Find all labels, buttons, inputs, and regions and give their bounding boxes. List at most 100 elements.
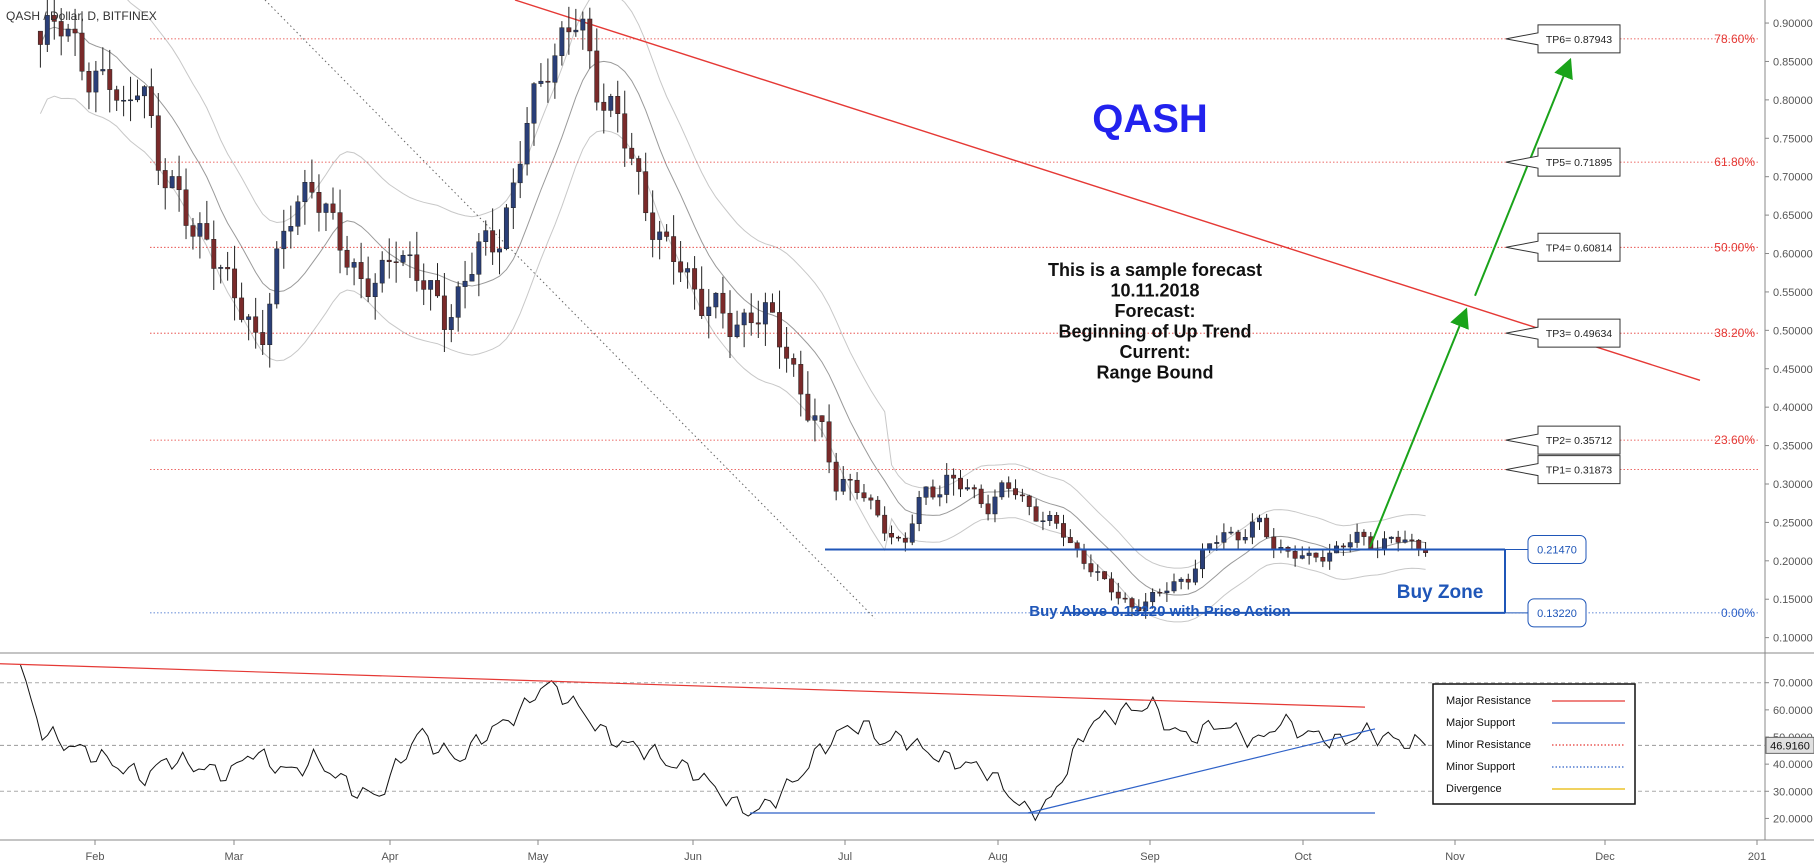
time-tick-label: Oct	[1294, 851, 1311, 863]
candle-body	[239, 297, 245, 320]
candle-body	[65, 28, 71, 37]
time-tick-label: Aug	[988, 851, 1008, 863]
candle-body	[1347, 542, 1353, 548]
candle-body	[246, 316, 252, 320]
fib-label: 78.60%	[1714, 32, 1755, 46]
candle-body	[1327, 552, 1333, 562]
price-tick-label: 0.15000	[1773, 594, 1813, 606]
divergence-guide-line	[264, 0, 876, 619]
candle-body	[114, 89, 120, 101]
candle-body	[1122, 597, 1128, 600]
target-label: TP5= 0.71895	[1546, 157, 1612, 169]
candle-body	[141, 86, 147, 97]
forecast-line: Range Bound	[1097, 363, 1214, 383]
candle-body	[135, 95, 140, 101]
candle-body	[971, 487, 977, 490]
candle-body	[770, 302, 775, 313]
target-label: TP3= 0.49634	[1546, 328, 1612, 340]
zone-lower-price-label: 0.13220	[1537, 608, 1577, 620]
candle-body	[629, 147, 635, 159]
candle-body	[441, 295, 447, 330]
candle-body	[1019, 494, 1025, 497]
candle-body	[1382, 538, 1387, 550]
target-callout	[1505, 232, 1621, 262]
candle-body	[1264, 517, 1270, 538]
candle-body	[840, 478, 846, 492]
fib-levels: 78.60% 61.80% 50.00% 38.20% 23.60% 0.00%	[150, 32, 1760, 620]
rsi-line	[20, 664, 1426, 822]
candle-body	[517, 163, 523, 184]
candle-body	[323, 203, 329, 213]
candle-body	[260, 332, 266, 345]
candle-body	[1299, 555, 1305, 559]
candle-body	[875, 499, 881, 516]
candle-body	[1409, 539, 1415, 542]
candle-body	[197, 223, 203, 237]
candle-body	[812, 415, 818, 421]
candle-body	[93, 70, 99, 93]
time-tick-label: May	[528, 851, 549, 863]
candle-body	[379, 259, 385, 284]
forecast-text: This is a sample forecast10.11.2018Forec…	[1048, 260, 1262, 383]
candle-body	[225, 267, 231, 270]
candle-body	[288, 226, 294, 232]
candle-body	[622, 113, 628, 149]
zone-lower-price-label-box	[1527, 598, 1587, 628]
candle-body	[826, 421, 832, 463]
candle-body	[183, 189, 189, 226]
target-label: TP1= 0.31873	[1546, 465, 1612, 477]
candle-body	[1292, 551, 1298, 559]
candle-body	[218, 267, 224, 269]
candle-body	[1013, 488, 1018, 496]
candle-body	[685, 268, 691, 273]
candle-body	[587, 18, 593, 52]
candle-body	[1088, 563, 1094, 573]
candle-body	[497, 248, 502, 253]
candle-body	[1026, 495, 1032, 507]
target-callout	[1505, 455, 1621, 485]
candle-body	[204, 223, 210, 240]
price-tick-label: 0.35000	[1773, 441, 1813, 453]
candle-body	[791, 358, 797, 365]
price-tick-label: 0.20000	[1773, 556, 1813, 568]
target-callout	[1505, 425, 1621, 455]
candle-body	[692, 268, 698, 290]
candle-body	[58, 21, 64, 37]
candle-body	[316, 192, 322, 213]
candle-body	[916, 497, 922, 525]
candle-body	[1388, 536, 1394, 539]
candle-body	[490, 230, 496, 253]
candle-body	[727, 312, 733, 338]
legend-label: Major Support	[1446, 717, 1515, 729]
candle-body	[1249, 521, 1255, 538]
price-tick-label: 0.85000	[1773, 56, 1813, 68]
candle-body	[267, 303, 273, 345]
legend-box	[1432, 683, 1636, 805]
buy-zone: 0.21470 0.13220 Buy Zone Buy Above 0.13220 …	[825, 535, 1587, 628]
lower-band	[39, 95, 1426, 623]
rsi-axis: 70.000060.000050.000040.000030.000020.00…	[1765, 678, 1814, 825]
candle-body	[1081, 548, 1087, 564]
candle-body	[1157, 592, 1163, 594]
candle-body	[428, 280, 434, 290]
candle-body	[1006, 482, 1012, 489]
candle-body	[51, 15, 57, 22]
candle-body	[636, 158, 642, 172]
candle-body	[1143, 601, 1149, 611]
candle-body	[72, 28, 78, 34]
zone-upper-price-label-box	[1527, 535, 1587, 565]
fib-label: 23.60%	[1714, 433, 1755, 447]
candle-body	[902, 537, 908, 543]
rsi-tick-label: 60.0000	[1773, 705, 1813, 717]
candle-body	[302, 182, 308, 203]
candle-body	[1402, 539, 1408, 543]
candle-body	[608, 96, 614, 111]
legend-label: Minor Support	[1446, 761, 1515, 773]
candle-body	[741, 312, 747, 326]
rsi-current-badge	[1765, 736, 1814, 754]
candle-body	[44, 15, 50, 45]
candle-body	[455, 286, 461, 318]
candle-body	[400, 255, 406, 263]
candle-body	[552, 55, 558, 83]
candle-body	[309, 182, 315, 193]
